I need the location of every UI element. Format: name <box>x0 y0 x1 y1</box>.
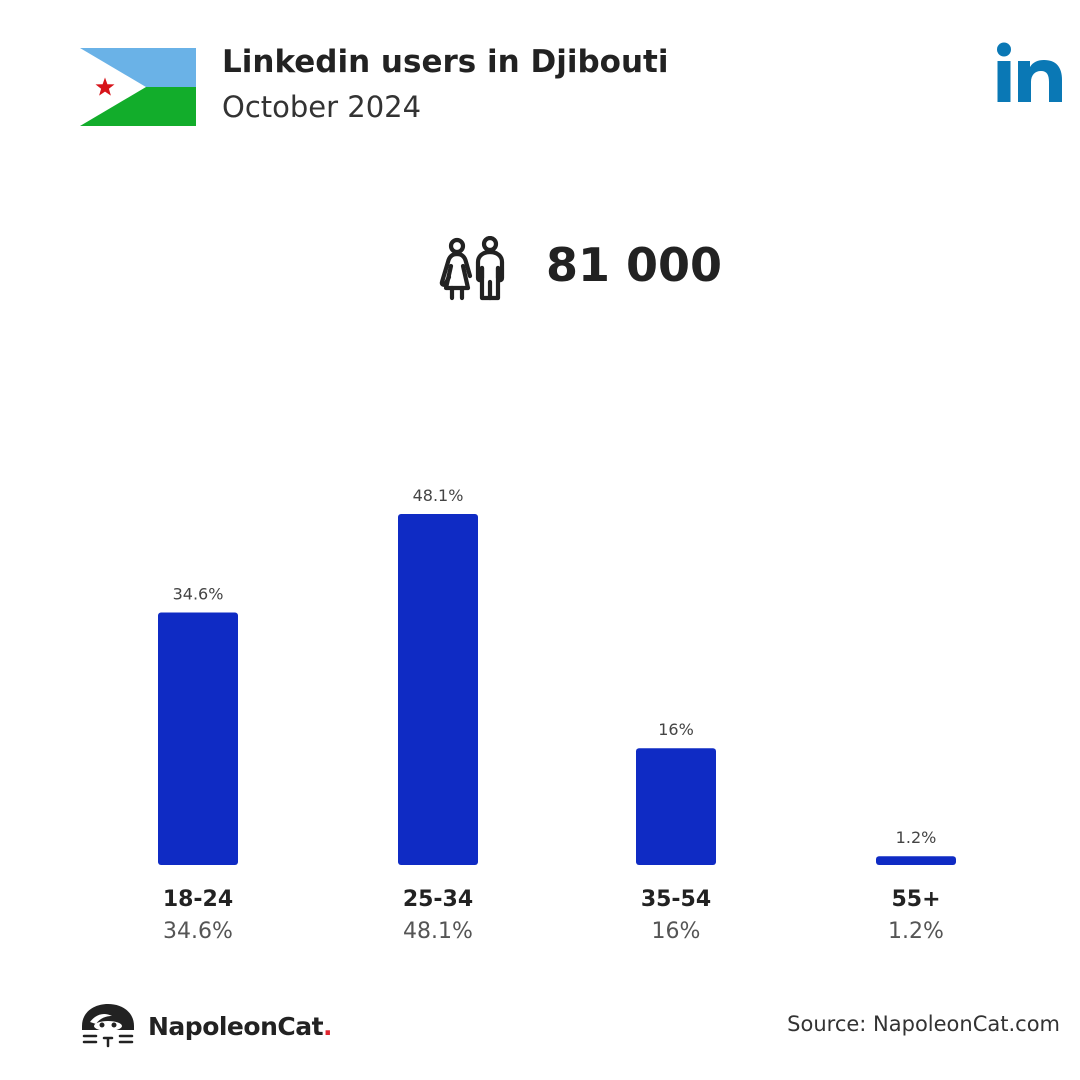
category-percent-label: 1.2% <box>888 919 944 944</box>
category-label: 55+ <box>891 887 940 912</box>
category-label: 35-54 <box>641 887 711 912</box>
brand-name-dot: . <box>323 1011 333 1041</box>
total-users-value: 81 000 <box>546 238 723 292</box>
bar-18-24 <box>158 612 238 865</box>
bar-value-label: 16% <box>658 720 694 739</box>
category-label: 25-34 <box>403 887 473 912</box>
bar-25-34 <box>398 514 478 865</box>
flag-star <box>95 77 115 96</box>
bar-35-54 <box>636 748 716 865</box>
brand-logo: NapoleonCat. <box>78 1000 333 1052</box>
brand-name: NapoleonCat. <box>148 1011 333 1041</box>
bar-value-label: 34.6% <box>173 585 224 604</box>
bar-value-label: 1.2% <box>896 828 937 847</box>
category-label: 18-24 <box>163 887 233 912</box>
bar-value-label: 48.1% <box>413 486 464 505</box>
category-percent-label: 48.1% <box>403 919 473 944</box>
page-title: Linkedin users in Djibouti <box>222 44 669 80</box>
brand-name-text: NapoleonCat <box>148 1011 324 1041</box>
napoleoncat-logo-icon <box>82 1004 134 1048</box>
bar-55+ <box>876 856 956 865</box>
category-percent-label: 16% <box>652 919 701 944</box>
source-credit: Source: NapoleonCat.com <box>787 1012 1060 1036</box>
users-icon <box>439 236 505 301</box>
category-percent-label: 34.6% <box>163 919 233 944</box>
djibouti-flag-icon <box>80 48 196 126</box>
linkedin-logo-icon <box>997 42 1062 102</box>
page-subtitle: October 2024 <box>222 90 422 124</box>
flag-white-triangle <box>80 48 146 126</box>
